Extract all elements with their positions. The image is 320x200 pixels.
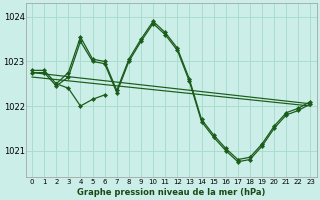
- X-axis label: Graphe pression niveau de la mer (hPa): Graphe pression niveau de la mer (hPa): [77, 188, 266, 197]
